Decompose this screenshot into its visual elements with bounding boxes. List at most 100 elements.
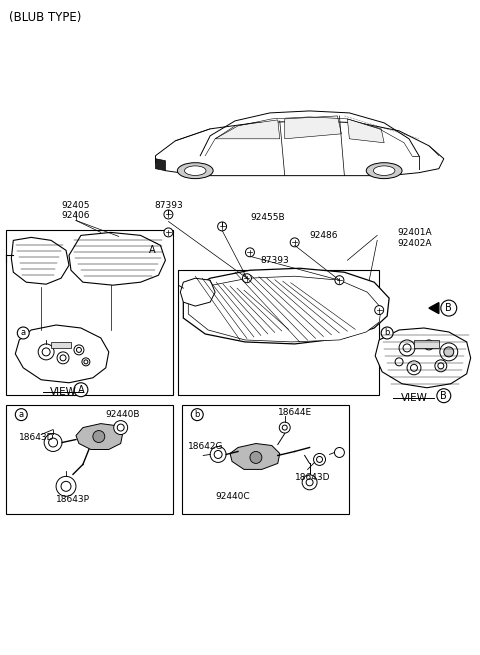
Circle shape [245, 248, 254, 257]
Text: 92455B: 92455B [250, 213, 285, 222]
Polygon shape [76, 424, 123, 449]
Circle shape [438, 363, 444, 369]
Polygon shape [156, 121, 444, 176]
Circle shape [437, 388, 451, 403]
Circle shape [38, 344, 54, 360]
Circle shape [426, 343, 432, 347]
Text: A: A [149, 246, 156, 255]
Text: 92405
92406: 92405 92406 [62, 200, 90, 220]
Circle shape [42, 348, 50, 356]
Bar [6, 231, 173, 395]
Circle shape [440, 343, 458, 361]
Circle shape [57, 352, 69, 364]
Circle shape [74, 383, 88, 397]
Ellipse shape [184, 166, 206, 176]
Polygon shape [69, 233, 166, 285]
Circle shape [84, 360, 88, 364]
Text: 18644E: 18644E [278, 408, 312, 417]
Circle shape [217, 222, 227, 231]
Polygon shape [133, 245, 144, 256]
Text: 87393: 87393 [260, 256, 288, 265]
Polygon shape [285, 116, 341, 139]
Polygon shape [429, 303, 439, 314]
Circle shape [164, 228, 173, 237]
Ellipse shape [373, 166, 395, 176]
Bar [6, 405, 173, 514]
Text: 92440C: 92440C [215, 492, 250, 501]
Circle shape [60, 355, 66, 361]
Circle shape [335, 276, 344, 285]
Circle shape [381, 327, 393, 339]
Text: a: a [21, 328, 26, 337]
Text: B: B [445, 303, 452, 313]
Circle shape [242, 274, 252, 283]
Polygon shape [414, 340, 439, 348]
Text: b: b [384, 328, 390, 337]
Text: 92486: 92486 [310, 231, 338, 240]
Circle shape [410, 364, 418, 371]
Polygon shape [156, 159, 166, 171]
Text: a: a [19, 410, 24, 419]
Circle shape [74, 345, 84, 355]
Circle shape [48, 438, 58, 447]
Text: 92440B: 92440B [106, 410, 140, 419]
Ellipse shape [178, 162, 213, 179]
Circle shape [403, 344, 411, 352]
Text: 18643D: 18643D [295, 473, 330, 482]
Circle shape [117, 424, 124, 431]
Circle shape [313, 453, 325, 466]
Circle shape [306, 479, 313, 486]
Circle shape [250, 451, 262, 464]
Circle shape [302, 475, 317, 490]
Circle shape [15, 409, 27, 421]
Text: (BLUB TYPE): (BLUB TYPE) [9, 11, 82, 24]
Circle shape [17, 327, 29, 339]
Polygon shape [188, 276, 381, 342]
Polygon shape [180, 278, 215, 306]
Polygon shape [348, 119, 384, 143]
Text: b: b [194, 410, 200, 419]
Circle shape [441, 300, 457, 316]
Circle shape [335, 447, 344, 457]
Circle shape [165, 229, 172, 236]
Text: 18642G: 18642G [188, 442, 224, 451]
Polygon shape [375, 328, 471, 388]
Circle shape [214, 451, 222, 458]
Circle shape [114, 421, 128, 434]
Circle shape [192, 409, 203, 421]
Circle shape [164, 210, 173, 219]
Circle shape [76, 347, 82, 352]
Circle shape [375, 306, 384, 314]
Circle shape [210, 447, 226, 462]
Text: 18643P: 18643P [56, 495, 90, 504]
Circle shape [279, 422, 290, 433]
Circle shape [93, 430, 105, 443]
Text: VIEW: VIEW [400, 393, 427, 403]
Text: VIEW: VIEW [49, 386, 76, 397]
Circle shape [424, 340, 434, 350]
Circle shape [61, 481, 71, 491]
Text: A: A [78, 384, 84, 395]
Circle shape [144, 242, 160, 258]
Circle shape [399, 340, 415, 356]
Text: 87393: 87393 [154, 201, 183, 210]
Ellipse shape [366, 162, 402, 179]
Circle shape [444, 347, 454, 357]
Circle shape [316, 457, 323, 462]
Circle shape [407, 361, 421, 375]
Polygon shape [51, 342, 71, 348]
Bar [179, 271, 379, 395]
Text: B: B [441, 391, 447, 401]
Polygon shape [12, 237, 69, 284]
Polygon shape [215, 120, 280, 139]
Circle shape [44, 434, 62, 451]
Circle shape [82, 358, 90, 366]
Circle shape [282, 425, 287, 430]
Text: 18643D: 18643D [19, 433, 55, 442]
Polygon shape [183, 269, 389, 344]
Polygon shape [230, 443, 280, 470]
Polygon shape [15, 325, 109, 383]
Bar [182, 405, 349, 514]
Circle shape [56, 476, 76, 496]
Circle shape [290, 238, 299, 247]
